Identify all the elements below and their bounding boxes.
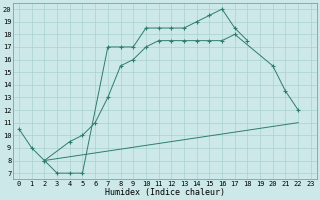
X-axis label: Humidex (Indice chaleur): Humidex (Indice chaleur): [105, 188, 225, 197]
